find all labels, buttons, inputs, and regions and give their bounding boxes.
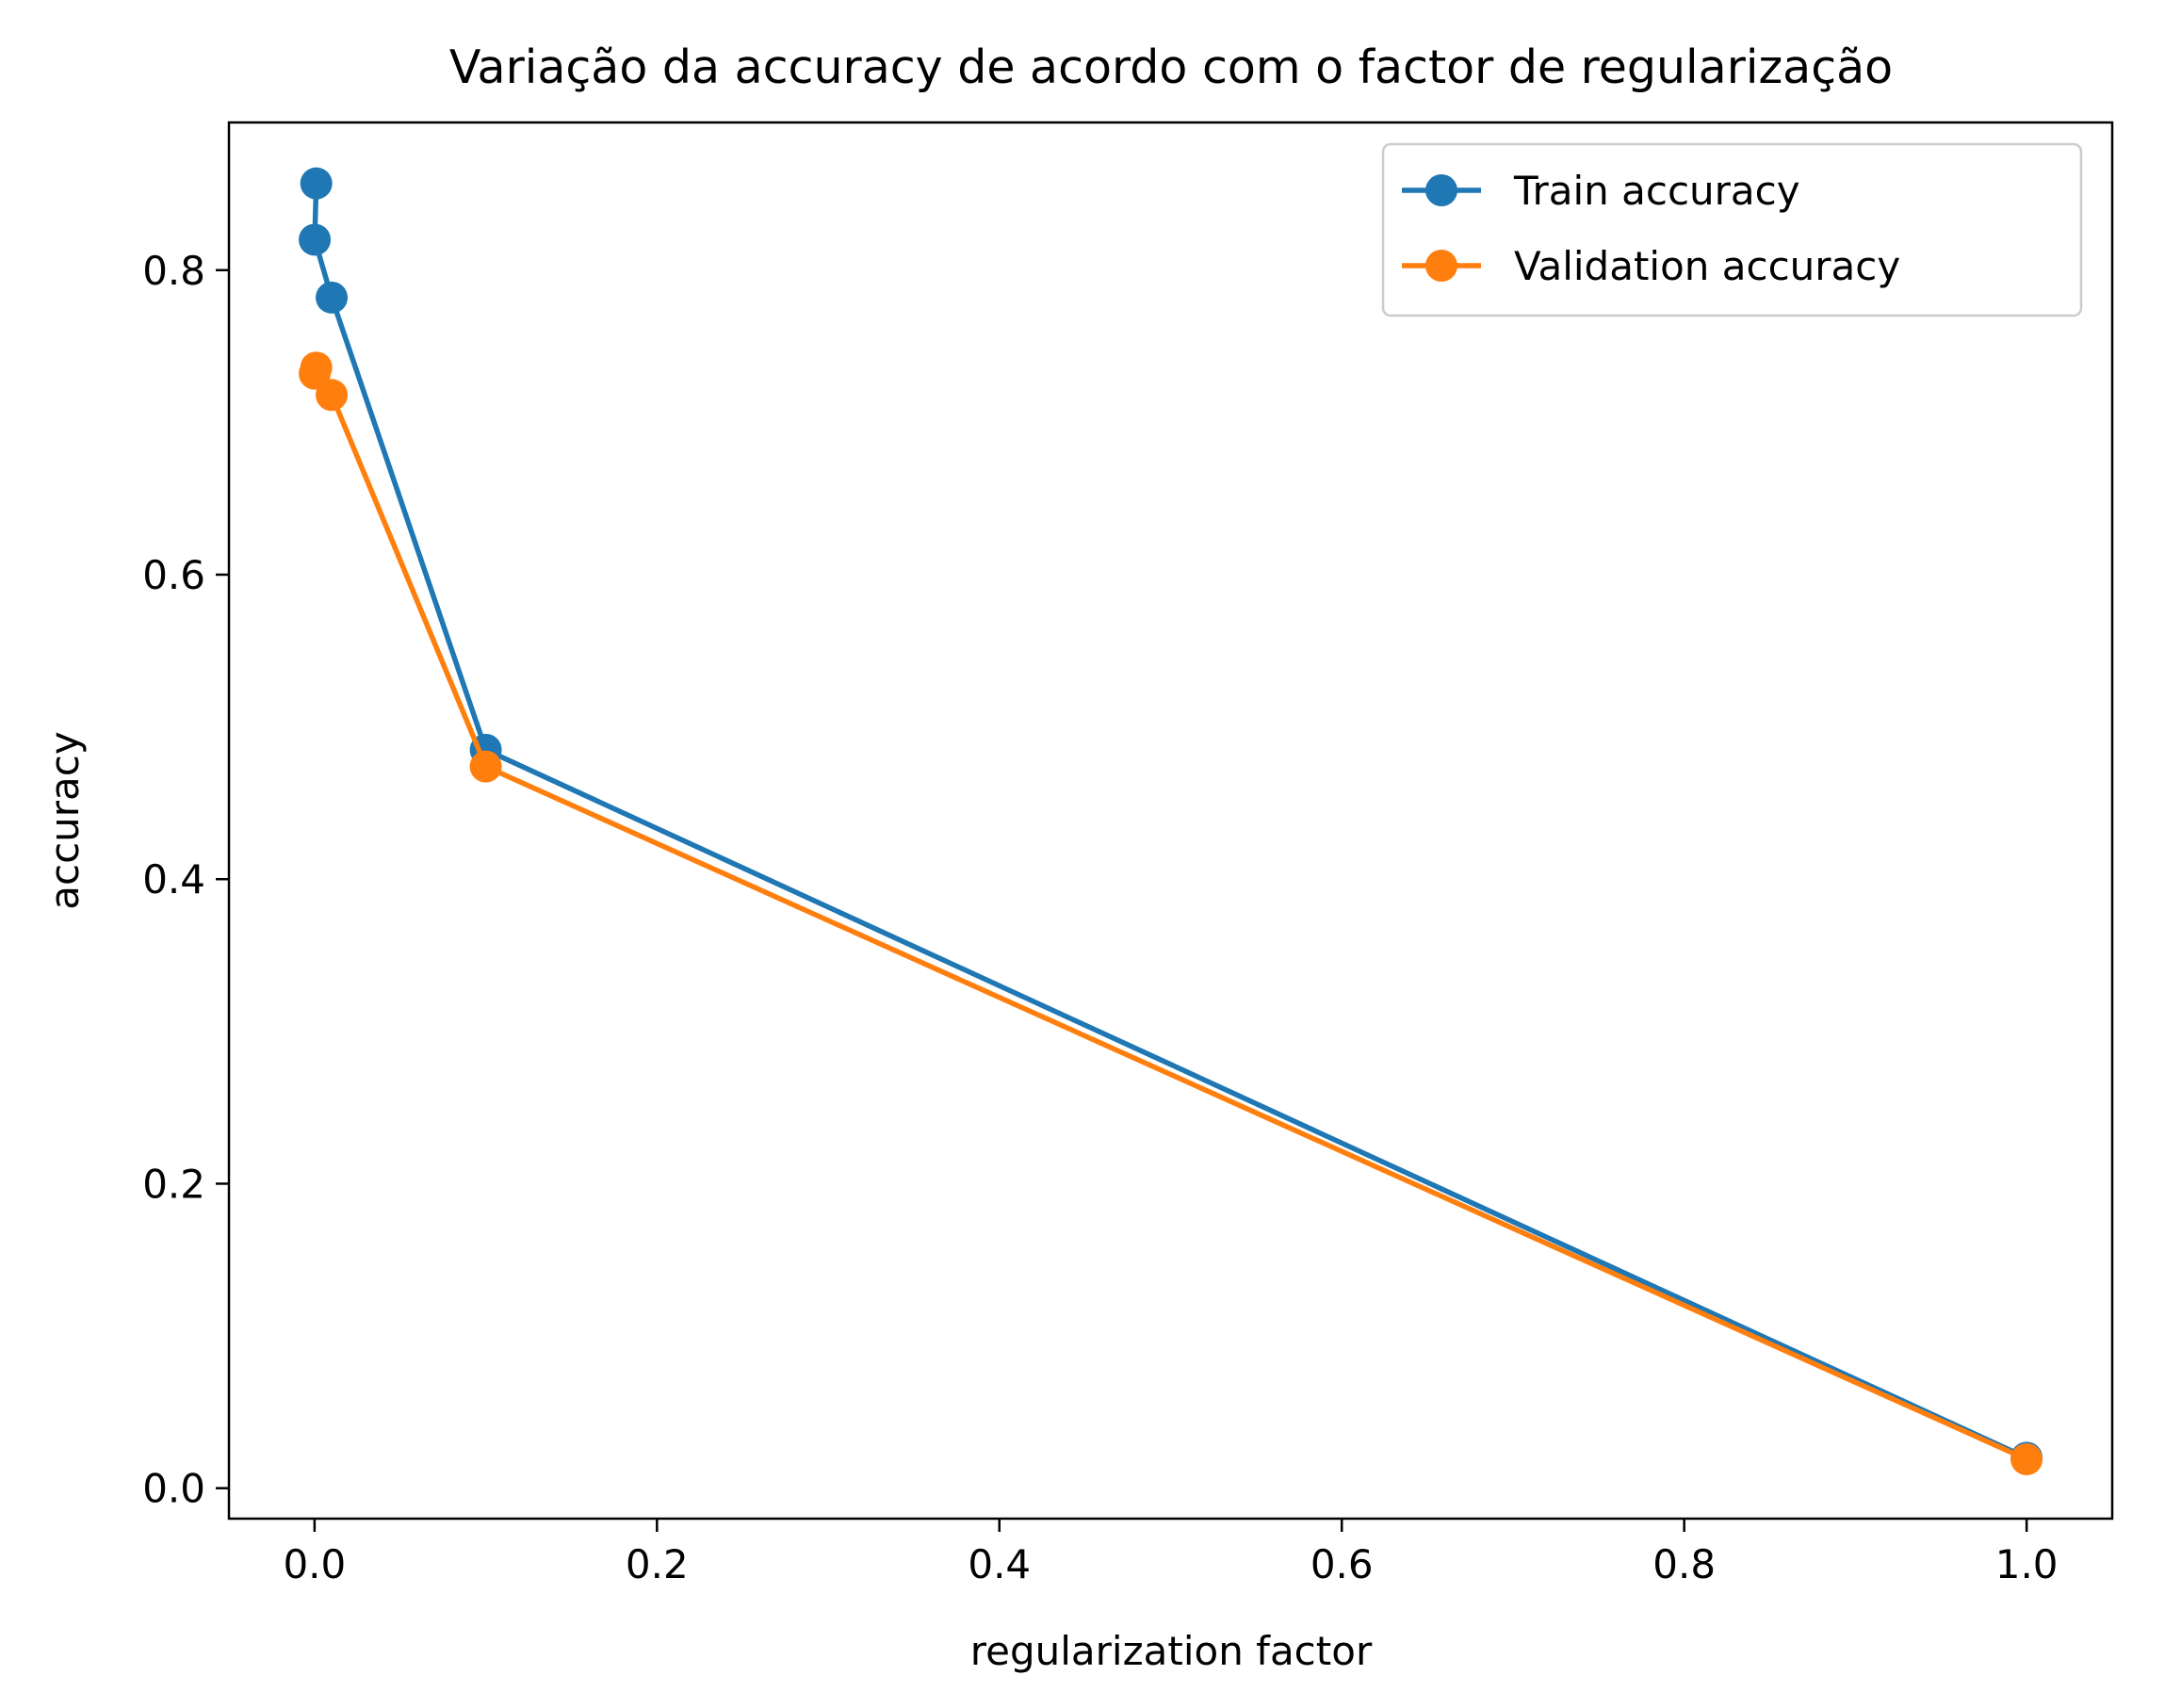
legend-marker [1425, 250, 1457, 282]
x-tick-label: 0.2 [626, 1541, 689, 1587]
x-tick-label: 0.4 [968, 1541, 1031, 1587]
data-point [299, 223, 332, 256]
x-tick-label: 0.6 [1310, 1541, 1374, 1587]
legend-label: Train accuracy [1513, 168, 1800, 214]
data-point [316, 281, 349, 314]
y-tick-label: 0.8 [142, 248, 205, 294]
y-tick-label: 0.2 [142, 1161, 205, 1207]
x-tick-label: 1.0 [1995, 1541, 2059, 1587]
data-point [2010, 1442, 2043, 1475]
y-tick-label: 0.6 [142, 552, 205, 598]
data-point [300, 167, 333, 200]
y-tick-label: 0.0 [142, 1466, 205, 1512]
data-point [299, 357, 332, 390]
legend-marker [1425, 174, 1457, 206]
x-axis-ticks: 0.0 0.2 0.4 0.6 0.8 1.0 [283, 1519, 2059, 1587]
y-axis-label: accuracy [41, 731, 88, 910]
data-point [469, 750, 502, 783]
data-point [316, 379, 349, 412]
x-axis-label: regularization factor [970, 1628, 1373, 1674]
y-tick-label: 0.4 [142, 856, 205, 903]
legend-box [1381, 142, 2083, 317]
series-validation [299, 351, 2043, 1475]
legend-label: Validation accuracy [1514, 243, 1900, 289]
y-axis-ticks: 0.0 0.2 0.4 0.6 0.8 [142, 248, 229, 1512]
x-tick-label: 0.0 [283, 1541, 346, 1587]
plot-frame [227, 121, 2114, 1521]
x-tick-label: 0.8 [1652, 1541, 1716, 1587]
series-layer [299, 167, 2043, 1475]
legend: Train accuracy Validation accuracy [1381, 142, 2083, 317]
chart-title: Variação da accuracy de acordo com o fac… [449, 41, 1893, 94]
plot-area [229, 122, 2112, 1519]
